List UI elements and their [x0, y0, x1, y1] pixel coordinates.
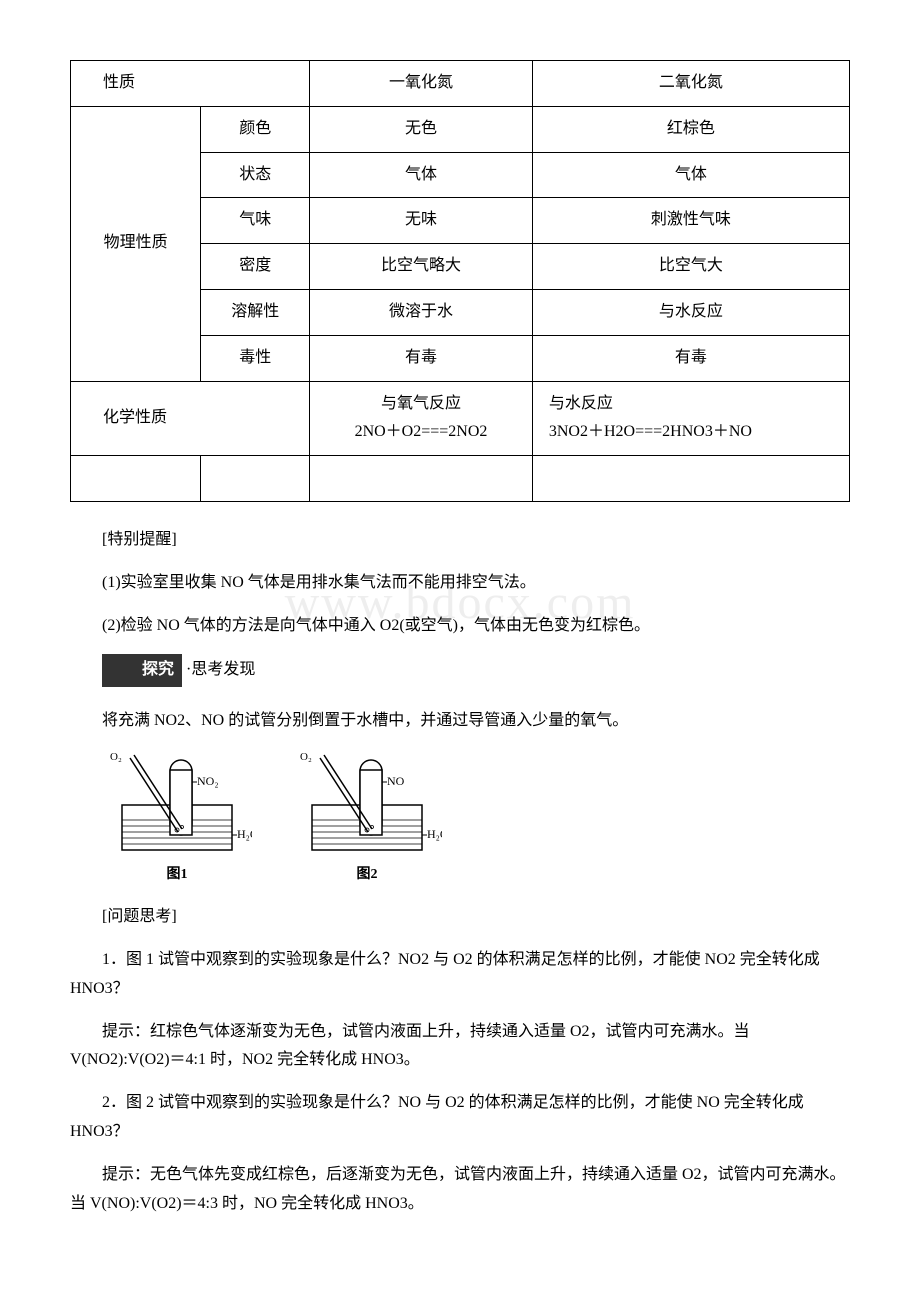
empty-cell: [310, 456, 533, 502]
figure-1: O₂ NO₂ H₂O 图1: [102, 750, 252, 887]
prop-label: 状态: [201, 152, 310, 198]
chemical-no: 与氧气反应 2NO＋O2===2NO2: [310, 381, 533, 456]
explore-label: 探究: [102, 654, 182, 687]
empty-cell: [201, 456, 310, 502]
figures-container: O₂ NO₂ H₂O 图1 O₂ NO H₂O 图2: [102, 750, 850, 887]
prop-no2: 刺激性气味: [532, 198, 849, 244]
figure-2-caption: 图2: [357, 862, 378, 887]
prop-no2: 红棕色: [532, 106, 849, 152]
header-no2: 二氧化氮: [532, 61, 849, 107]
physical-label: 物理性质: [71, 106, 201, 381]
header-no: 一氧化氮: [310, 61, 533, 107]
chemical-label: 化学性质: [71, 381, 310, 456]
q2-hint: 提示：无色气体先变成红棕色，后逐渐变为无色，试管内液面上升，持续通入适量 O2，…: [70, 1161, 850, 1219]
explore-suffix: ·思考发现: [186, 661, 255, 678]
h2o-label: H₂O: [237, 827, 252, 841]
reminder-item1: (1)实验室里收集 NO 气体是用排水集气法而不能用排空气法。: [70, 569, 850, 598]
prop-no: 无色: [310, 106, 533, 152]
prop-no2: 气体: [532, 152, 849, 198]
empty-cell: [532, 456, 849, 502]
reminder-title: [特别提醒]: [70, 526, 850, 555]
explore-heading: 探究·思考发现: [70, 654, 850, 687]
properties-table: 性质 一氧化氮 二氧化氮 物理性质 颜色 无色 红棕色 状态 气体 气体 气味 …: [70, 60, 850, 502]
q1-text: 1．图 1 试管中观察到的实验现象是什么？NO2 与 O2 的体积满足怎样的比例…: [70, 946, 850, 1004]
figure-1-svg: O₂ NO₂ H₂O: [102, 750, 252, 860]
q2-text: 2．图 2 试管中观察到的实验现象是什么？NO 与 O2 的体积满足怎样的比例，…: [70, 1089, 850, 1147]
prop-no: 比空气略大: [310, 244, 533, 290]
table-row: 化学性质 与氧气反应 2NO＋O2===2NO2 与水反应 3NO2＋H2O==…: [71, 381, 850, 456]
no-label: NO: [387, 774, 405, 788]
prop-no: 气体: [310, 152, 533, 198]
h2o-label: H₂O: [427, 827, 442, 841]
figure-2-svg: O₂ NO H₂O: [292, 750, 442, 860]
prop-label: 毒性: [201, 335, 310, 381]
question-title: [问题思考]: [70, 903, 850, 932]
table-row: 物理性质 颜色 无色 红棕色: [71, 106, 850, 152]
prop-no2: 有毒: [532, 335, 849, 381]
q1-hint: 提示：红棕色气体逐渐变为无色，试管内液面上升，持续通入适量 O2，试管内可充满水…: [70, 1018, 850, 1076]
experiment-intro: 将充满 NO2、NO 的试管分别倒置于水槽中，并通过导管通入少量的氧气。: [70, 707, 850, 736]
prop-no: 有毒: [310, 335, 533, 381]
prop-no2: 与水反应: [532, 289, 849, 335]
prop-no2: 比空气大: [532, 244, 849, 290]
prop-label: 密度: [201, 244, 310, 290]
o2-label: O₂: [110, 751, 122, 763]
no2-label: NO₂: [197, 774, 219, 788]
reminder-item2: (2)检验 NO 气体的方法是向气体中通入 O2(或空气)，气体由无色变为红棕色…: [70, 612, 850, 641]
figure-2: O₂ NO H₂O 图2: [292, 750, 442, 887]
figure-1-caption: 图1: [167, 862, 188, 887]
header-property: 性质: [71, 61, 310, 107]
table-row-empty: [71, 456, 850, 502]
prop-label: 溶解性: [201, 289, 310, 335]
prop-label: 颜色: [201, 106, 310, 152]
chemical-no2: 与水反应 3NO2＋H2O===2HNO3＋NO: [532, 381, 849, 456]
empty-cell: [71, 456, 201, 502]
prop-no: 无味: [310, 198, 533, 244]
table-header-row: 性质 一氧化氮 二氧化氮: [71, 61, 850, 107]
prop-label: 气味: [201, 198, 310, 244]
o2-label: O₂: [300, 751, 312, 763]
prop-no: 微溶于水: [310, 289, 533, 335]
